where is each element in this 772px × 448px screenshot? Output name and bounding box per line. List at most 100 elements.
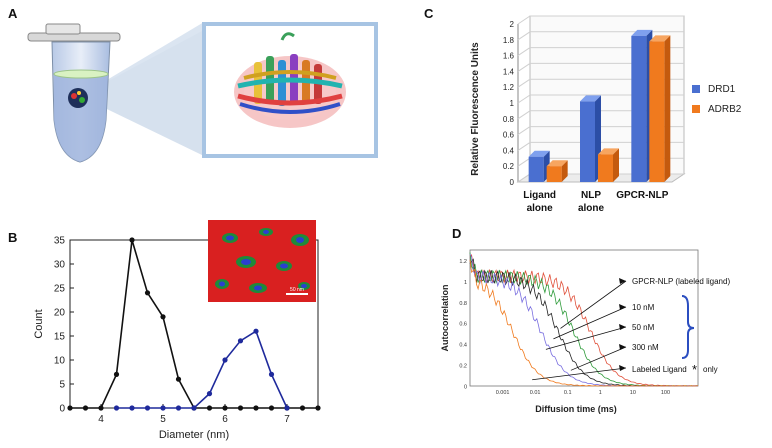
y-tick-label: 1.4 xyxy=(503,67,515,76)
data-point-black xyxy=(175,376,182,382)
annotation-label: Labeled Ligand xyxy=(632,365,687,374)
arrowhead xyxy=(619,344,626,350)
x-tick-label: 0.001 xyxy=(496,390,510,396)
y-tick-label: 10 xyxy=(54,356,66,367)
data-point-black xyxy=(144,290,151,296)
x-tick-label: 10 xyxy=(630,390,636,396)
data-point-black xyxy=(253,405,259,411)
x-tick-label: 5 xyxy=(160,414,166,425)
zoom-wedge xyxy=(80,26,204,156)
annotation-label: GPCR-NLP (labeled ligand) xyxy=(632,277,730,286)
bar-ADRB2-1 xyxy=(598,154,613,182)
arrowhead xyxy=(619,304,626,310)
panel-d-label: D xyxy=(452,226,462,241)
y-tick-label: 1.8 xyxy=(503,36,515,45)
data-point-blue xyxy=(206,391,213,397)
series-line-blue xyxy=(116,329,288,409)
data-point-blue xyxy=(113,405,120,411)
panel-a-label: A xyxy=(8,6,18,21)
bar-DRD1-1 xyxy=(580,101,595,182)
annotation-arrow xyxy=(545,326,627,350)
bar-side xyxy=(613,148,619,182)
grid-side xyxy=(517,47,531,57)
data-point-blue xyxy=(222,357,228,363)
y-tick-label: 0.6 xyxy=(459,322,467,328)
panel-b-chart: 0 5 10 15 20 25 30 35 4 5 6 7 Diameter (nm) Count xyxy=(33,236,321,441)
x-tick-label: 0.1 xyxy=(564,390,572,396)
data-point-black xyxy=(113,371,120,377)
y-tick-label: 0.4 xyxy=(459,343,467,349)
y-tick-label: 0.4 xyxy=(503,146,515,155)
y-tick-label: 35 xyxy=(54,236,66,247)
y-tick-label: 2 xyxy=(510,20,515,29)
annotation-arrow xyxy=(560,280,627,329)
grid-side xyxy=(517,173,531,183)
y-tick-label: 15 xyxy=(54,332,66,343)
grid-side xyxy=(517,15,531,25)
data-point-black xyxy=(299,405,306,411)
y-tick-label: 0.6 xyxy=(503,131,515,140)
x-axis-label: Diffusion time (ms) xyxy=(535,404,617,414)
grid-side xyxy=(517,62,531,72)
bar-ADRB2-2 xyxy=(649,41,665,182)
data-point-black xyxy=(82,405,89,411)
series-line-4 xyxy=(469,259,699,387)
data-point-blue xyxy=(284,405,290,411)
y-tick-label: 0 xyxy=(510,178,515,187)
data-point-blue xyxy=(237,338,244,344)
x-tick-label: 7 xyxy=(284,414,290,425)
y-tick-label: 1 xyxy=(464,280,467,286)
data-point-blue xyxy=(175,405,182,411)
x-tick-label: 0.01 xyxy=(530,390,541,396)
bar-side xyxy=(561,160,568,182)
data-point-blue xyxy=(160,405,166,411)
grid-side xyxy=(517,31,531,41)
panel-c-label: C xyxy=(424,6,434,21)
legend-label-DRD1: DRD1 xyxy=(708,84,736,95)
annotation-label: 10 nM xyxy=(632,303,655,312)
grid-side xyxy=(517,110,531,120)
annotation-arrow xyxy=(532,367,627,381)
y-tick-label: 0 xyxy=(59,404,65,415)
data-point-blue xyxy=(253,328,259,334)
bar-ADRB2-0 xyxy=(546,166,562,182)
grid-side xyxy=(517,157,531,167)
x-tick-label: 6 xyxy=(222,414,228,425)
bar-top xyxy=(546,160,568,167)
data-point-black xyxy=(98,405,104,411)
bar-top xyxy=(649,35,671,42)
y-tick-label: 20 xyxy=(54,308,66,319)
y-tick-label: 0.8 xyxy=(503,115,515,124)
annotation-label: 50 nM xyxy=(632,323,655,332)
data-point-blue xyxy=(144,405,151,411)
bar-DRD1-0 xyxy=(528,156,544,182)
y-tick-label: 0 xyxy=(464,385,467,391)
legend-label-ADRB2: ADRB2 xyxy=(708,104,742,115)
x-tick-label: 100 xyxy=(661,390,670,396)
data-point-black xyxy=(315,405,321,411)
annotation-star: * xyxy=(692,362,697,377)
nanolipoprotein-structure-image xyxy=(234,32,346,128)
y-tick-label: 0.2 xyxy=(459,364,467,370)
annotation-arrow xyxy=(553,306,627,340)
arrowhead xyxy=(619,365,626,371)
scale-bar-label: 50 nm xyxy=(290,287,304,293)
panel-b-label: B xyxy=(8,230,18,245)
x-tick-label: 1 xyxy=(599,390,602,396)
data-point-black xyxy=(160,314,166,320)
y-axis-label: Autocorrelation xyxy=(440,284,450,351)
grid-side xyxy=(517,141,531,151)
category-label: Ligand xyxy=(523,190,556,201)
legend-swatch-DRD1 xyxy=(692,85,700,93)
y-tick-label: 25 xyxy=(54,284,66,295)
bar-top xyxy=(580,95,601,102)
bar-DRD1-2 xyxy=(631,35,647,182)
y-tick-label: 1 xyxy=(510,99,515,108)
plot-frame xyxy=(469,249,699,387)
x-axis-label: Diameter (nm) xyxy=(159,429,229,441)
data-point-black xyxy=(67,405,73,411)
y-tick-label: 0.8 xyxy=(459,301,467,307)
bar-side xyxy=(664,35,671,182)
legend-swatch-ADRB2 xyxy=(692,105,700,113)
category-label: alone xyxy=(527,203,554,214)
